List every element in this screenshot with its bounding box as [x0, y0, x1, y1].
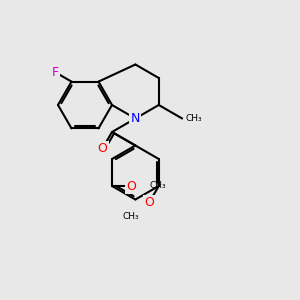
Text: CH₃: CH₃ — [185, 114, 202, 123]
Text: O: O — [98, 142, 107, 155]
Text: N: N — [131, 112, 140, 125]
Text: O: O — [144, 196, 154, 209]
Text: O: O — [126, 179, 136, 193]
Text: F: F — [52, 66, 59, 79]
Text: CH₃: CH₃ — [149, 182, 166, 190]
Text: CH₃: CH₃ — [123, 212, 139, 221]
